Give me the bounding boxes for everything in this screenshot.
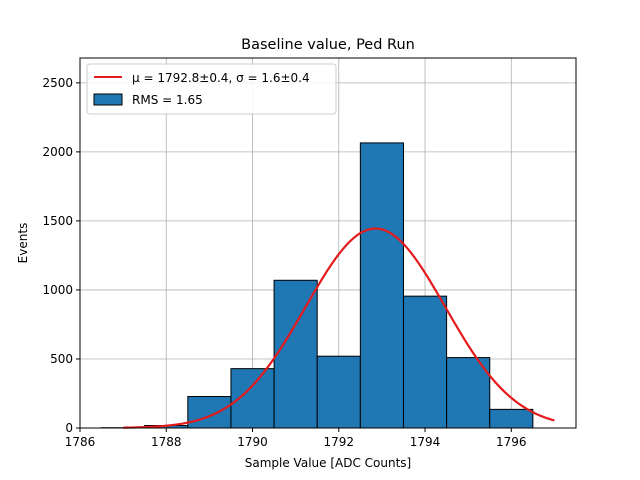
x-tick-label: 1788 (151, 435, 182, 449)
x-axis-ticks: 1786 1788 1790 1792 1794 1796 (65, 428, 527, 449)
x-tick-label: 1790 (237, 435, 268, 449)
grid-lines (79, 58, 576, 429)
fit-curve-group (123, 227, 555, 429)
plot-frame (79, 57, 577, 429)
x-tick-label: 1792 (324, 435, 355, 449)
y-tick-label: 0 (65, 421, 73, 435)
y-tick-label: 500 (50, 352, 73, 366)
histogram-bar (316, 355, 361, 429)
x-tick-label: 1796 (496, 435, 527, 449)
chart-title: Baseline value, Ped Run (241, 37, 415, 53)
y-axis-label: Events (16, 223, 30, 264)
y-tick-label: 2500 (42, 76, 73, 90)
histogram-bars (101, 142, 534, 429)
x-axis-label: Sample Value [ADC Counts] (245, 456, 411, 470)
x-tick-label: 1786 (65, 435, 96, 449)
fit-curve (123, 227, 555, 429)
histogram-bar (446, 357, 491, 429)
y-axis-ticks: 0 500 1000 1500 2000 2500 (42, 76, 80, 435)
y-tick-label: 2000 (42, 145, 73, 159)
y-tick-label: 1500 (42, 214, 73, 228)
x-tick-label: 1794 (410, 435, 441, 449)
histogram-bar (273, 279, 318, 429)
legend-box (86, 63, 337, 115)
legend-histogram-swatch (93, 93, 123, 106)
histogram-bar (359, 142, 404, 429)
histogram-bar (187, 396, 232, 429)
y-tick-label: 1000 (42, 283, 73, 297)
legend-fit-label: μ = 1792.8±0.4, σ = 1.6±0.4 (132, 71, 310, 85)
legend: μ = 1792.8±0.4, σ = 1.6±0.4 RMS = 1.65 (86, 63, 337, 115)
histogram-bar (489, 408, 534, 429)
legend-histogram-label: RMS = 1.65 (132, 93, 203, 107)
histogram-bar (402, 295, 448, 429)
